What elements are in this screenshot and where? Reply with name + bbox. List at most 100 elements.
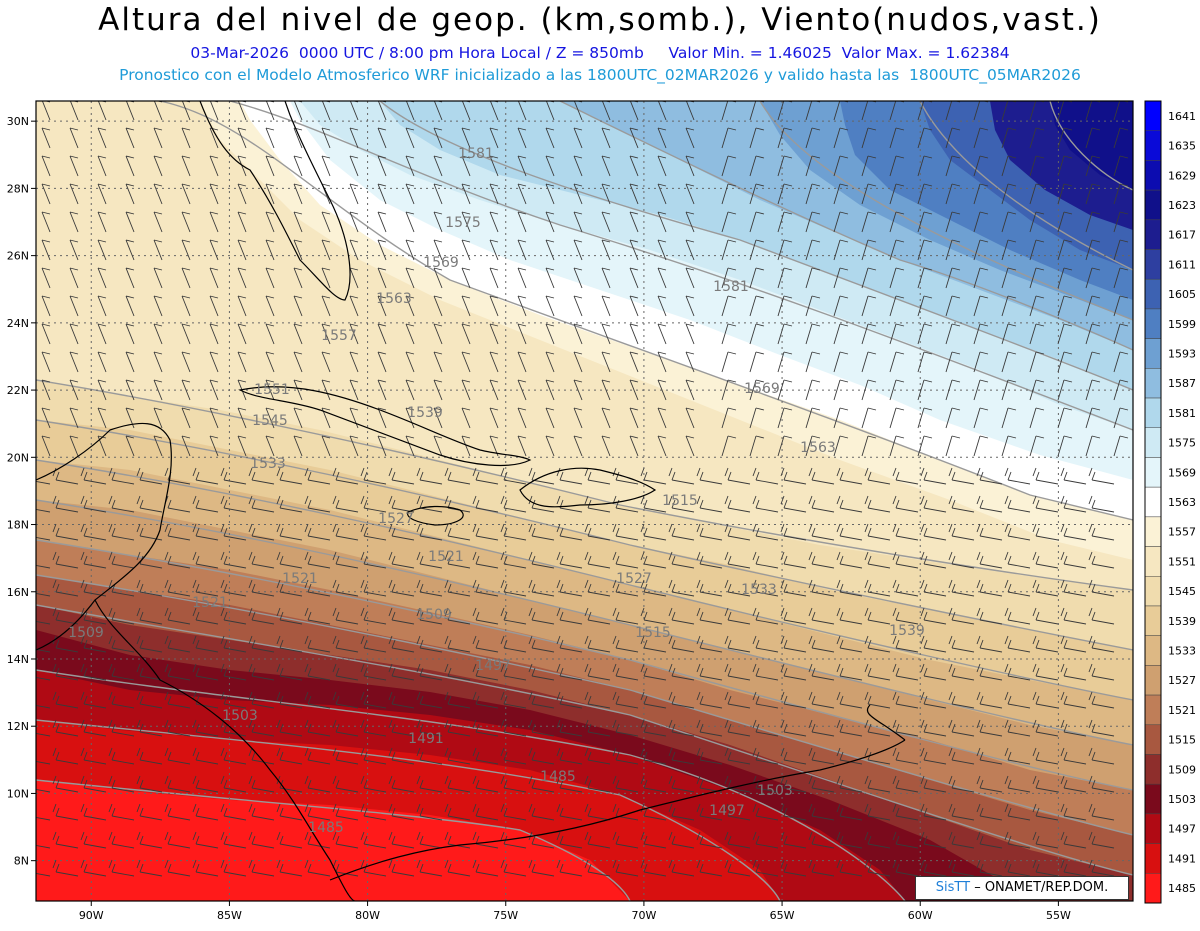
wind-barb <box>805 127 821 149</box>
wind-barb <box>584 551 611 569</box>
wind-barb <box>752 719 779 737</box>
wind-barb <box>917 127 933 149</box>
wind-barb <box>209 323 219 345</box>
wind-barb <box>416 579 443 597</box>
wind-barb <box>1060 803 1087 821</box>
wind-barb <box>1060 495 1087 513</box>
wind-barb <box>945 295 961 317</box>
wind-barb <box>892 803 919 821</box>
wind-barb <box>36 592 51 597</box>
wind-barb <box>136 607 163 625</box>
wind-barb <box>861 101 877 121</box>
wind-barb <box>444 635 471 653</box>
wind-barb <box>973 407 989 429</box>
wind-barb <box>97 351 107 373</box>
wind-barb <box>500 691 527 709</box>
wind-barb <box>1032 663 1059 681</box>
wind-barb <box>864 523 891 541</box>
wind-barb <box>892 663 919 681</box>
wind-barb <box>1029 323 1045 345</box>
wind-barb <box>36 788 51 793</box>
wind-barb <box>973 211 989 233</box>
wind-barb <box>640 467 667 485</box>
wind-barb <box>752 467 779 485</box>
contour-label: 1563 <box>376 291 412 307</box>
wind-barb <box>1032 607 1059 625</box>
wind-barb <box>265 211 275 233</box>
colorbar-swatch <box>1144 873 1162 904</box>
wind-barb <box>1060 691 1087 709</box>
wind-barb <box>360 607 387 625</box>
wind-barb <box>220 467 247 485</box>
wind-barb <box>388 523 415 541</box>
wind-barb <box>41 435 51 457</box>
wind-barb <box>973 239 989 261</box>
wind-barb <box>321 323 331 345</box>
wind-barb <box>108 467 135 485</box>
wind-barb <box>945 101 961 121</box>
wind-barb <box>805 407 821 429</box>
wind-barb <box>220 579 247 597</box>
wind-barb <box>349 211 359 233</box>
wind-barb <box>388 579 415 597</box>
wind-barb <box>920 719 947 737</box>
wind-barb <box>721 323 737 345</box>
wind-barb <box>500 551 527 569</box>
wind-barb <box>584 635 611 653</box>
wind-barb <box>517 211 527 233</box>
wind-barb <box>97 295 107 317</box>
wind-barb <box>749 211 765 233</box>
wind-barb <box>749 155 765 177</box>
wind-barb <box>41 267 51 289</box>
wind-barb <box>276 831 303 849</box>
wind-barb <box>1057 239 1073 261</box>
wind-barb <box>805 101 821 121</box>
wind-barb <box>721 211 737 233</box>
wind-barb <box>416 831 443 849</box>
wind-barb <box>861 323 877 345</box>
wind-barb <box>377 155 387 177</box>
wind-barb <box>52 551 79 569</box>
contour-label: 1539 <box>407 405 443 421</box>
wind-barb <box>685 127 695 149</box>
wind-barb <box>517 155 527 177</box>
wind-barb <box>276 551 303 569</box>
wind-barb <box>405 407 415 429</box>
wind-barb <box>808 719 835 737</box>
wind-barb <box>640 551 667 569</box>
wind-barb <box>864 579 891 597</box>
wind-barb <box>948 747 975 765</box>
wind-barb <box>780 747 807 765</box>
wind-barb <box>864 663 891 681</box>
wind-barb <box>517 295 527 317</box>
wind-barb <box>489 183 499 205</box>
wind-barb <box>721 239 737 261</box>
wind-barb <box>1032 467 1059 485</box>
wind-barb <box>405 435 415 457</box>
wind-barb <box>601 267 611 289</box>
wind-barb <box>657 435 667 457</box>
wind-barb <box>808 551 835 569</box>
wind-barb <box>668 579 695 597</box>
wind-barb <box>500 579 527 597</box>
colorbar-label: 1497 <box>1168 823 1196 836</box>
wind-barb <box>52 859 79 877</box>
wind-barb <box>125 323 135 345</box>
wind-barb <box>556 607 583 625</box>
colorbar-swatch <box>1144 278 1162 310</box>
wind-barb <box>752 607 779 625</box>
wind-barb <box>1113 295 1129 317</box>
wind-barb <box>528 523 555 541</box>
wind-barb <box>293 183 303 205</box>
wind-barb <box>416 635 443 653</box>
wind-barb <box>861 211 877 233</box>
wind-barb <box>36 816 51 821</box>
wind-barb <box>948 859 975 877</box>
wind-barb <box>864 831 891 849</box>
wind-barb <box>780 635 807 653</box>
wind-barb <box>1001 155 1017 177</box>
wind-barb <box>321 211 331 233</box>
wind-barb <box>573 101 583 121</box>
wind-barb <box>69 351 79 373</box>
contour-label: 1539 <box>889 623 925 639</box>
